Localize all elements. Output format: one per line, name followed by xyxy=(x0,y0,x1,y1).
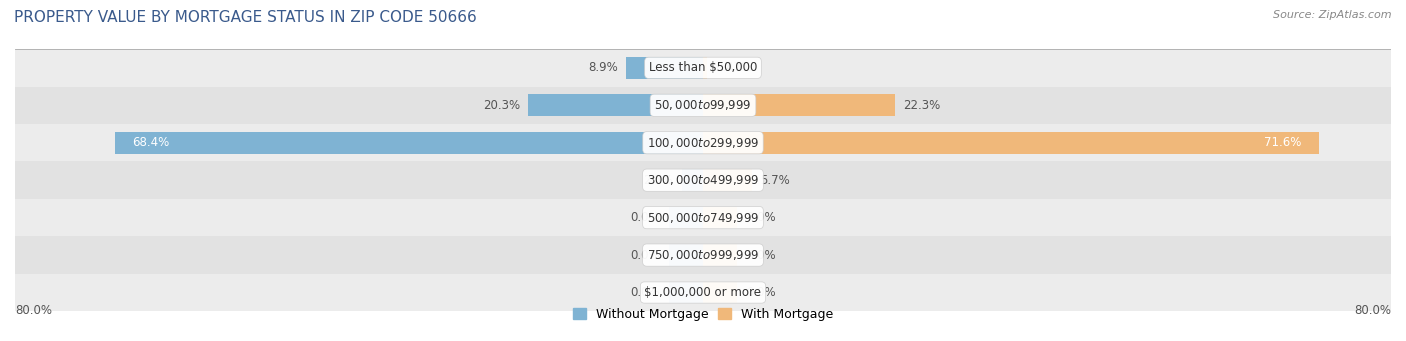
Text: Less than $50,000: Less than $50,000 xyxy=(648,61,758,74)
Bar xyxy=(703,169,752,191)
Text: $100,000 to $299,999: $100,000 to $299,999 xyxy=(647,136,759,150)
Text: 2.5%: 2.5% xyxy=(643,174,673,187)
Bar xyxy=(15,199,1391,236)
Text: 0.0%: 0.0% xyxy=(747,211,776,224)
Bar xyxy=(669,282,703,303)
Bar xyxy=(529,94,703,116)
Bar xyxy=(703,94,894,116)
Bar xyxy=(15,87,1391,124)
Text: $1,000,000 or more: $1,000,000 or more xyxy=(644,286,762,299)
Text: 71.6%: 71.6% xyxy=(1264,136,1302,149)
Text: 0.0%: 0.0% xyxy=(630,211,659,224)
Text: 0.0%: 0.0% xyxy=(630,249,659,262)
Bar xyxy=(703,132,1319,153)
Text: 68.4%: 68.4% xyxy=(132,136,169,149)
Text: 8.9%: 8.9% xyxy=(588,61,617,74)
Text: $50,000 to $99,999: $50,000 to $99,999 xyxy=(654,98,752,112)
Text: 0.0%: 0.0% xyxy=(630,286,659,299)
Legend: Without Mortgage, With Mortgage: Without Mortgage, With Mortgage xyxy=(568,303,838,326)
Bar xyxy=(15,49,1391,87)
Bar xyxy=(669,207,703,228)
Text: PROPERTY VALUE BY MORTGAGE STATUS IN ZIP CODE 50666: PROPERTY VALUE BY MORTGAGE STATUS IN ZIP… xyxy=(14,10,477,25)
Bar xyxy=(682,169,703,191)
Bar xyxy=(703,57,707,79)
Text: Source: ZipAtlas.com: Source: ZipAtlas.com xyxy=(1274,10,1392,20)
Bar xyxy=(15,274,1391,311)
Bar xyxy=(627,57,703,79)
Bar xyxy=(703,207,737,228)
Text: 0.47%: 0.47% xyxy=(716,61,752,74)
Bar xyxy=(115,132,703,153)
Bar xyxy=(703,244,737,266)
Bar xyxy=(15,161,1391,199)
Text: 0.0%: 0.0% xyxy=(747,286,776,299)
Bar xyxy=(15,236,1391,274)
Text: 0.0%: 0.0% xyxy=(747,249,776,262)
Text: 80.0%: 80.0% xyxy=(15,304,52,317)
Text: $750,000 to $999,999: $750,000 to $999,999 xyxy=(647,248,759,262)
Bar xyxy=(703,282,737,303)
Bar xyxy=(669,244,703,266)
Text: 22.3%: 22.3% xyxy=(904,99,941,112)
Text: 5.7%: 5.7% xyxy=(761,174,790,187)
Bar xyxy=(15,124,1391,161)
Text: $500,000 to $749,999: $500,000 to $749,999 xyxy=(647,211,759,225)
Text: $300,000 to $499,999: $300,000 to $499,999 xyxy=(647,173,759,187)
Text: 20.3%: 20.3% xyxy=(482,99,520,112)
Text: 80.0%: 80.0% xyxy=(1354,304,1391,317)
